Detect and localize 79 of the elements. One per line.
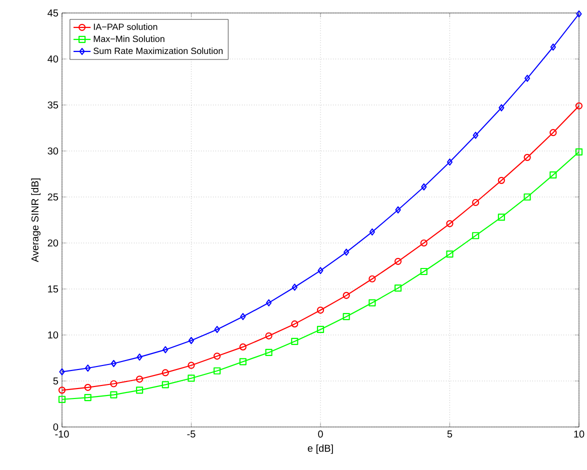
point xyxy=(420,239,428,247)
point xyxy=(316,326,324,334)
point xyxy=(110,380,118,388)
point xyxy=(239,343,246,350)
point xyxy=(524,193,531,201)
point xyxy=(446,220,454,228)
point xyxy=(395,206,401,214)
point xyxy=(550,43,556,51)
y-tick-label: 5 xyxy=(53,377,58,384)
x-tick-label: 10 xyxy=(574,430,584,438)
point xyxy=(420,268,428,276)
point xyxy=(266,299,272,306)
y-tick-label: 10 xyxy=(48,331,58,339)
point xyxy=(188,374,195,382)
point xyxy=(291,320,298,328)
point xyxy=(472,132,478,139)
y-tick-label: 35 xyxy=(48,101,58,109)
y-tick-label: 25 xyxy=(48,193,58,201)
point xyxy=(162,346,168,354)
point xyxy=(162,369,169,376)
point xyxy=(498,214,505,221)
point xyxy=(58,396,66,403)
point xyxy=(446,250,454,258)
point xyxy=(110,360,116,368)
point xyxy=(524,154,531,161)
point xyxy=(316,306,324,314)
point xyxy=(136,386,144,394)
point xyxy=(292,284,298,291)
point xyxy=(342,313,350,320)
legend-label: Max−Min Solution xyxy=(94,35,164,42)
x-axis-title: e [dB] xyxy=(308,444,333,454)
point xyxy=(421,183,427,190)
x-tick-label: -5 xyxy=(187,430,196,438)
point xyxy=(472,198,480,206)
point xyxy=(368,299,376,306)
y-axis-title: Average SINR [dB] xyxy=(31,178,40,262)
point xyxy=(214,367,221,374)
point xyxy=(85,364,91,372)
point xyxy=(110,391,118,398)
point xyxy=(342,292,350,299)
x-tick-label: 0 xyxy=(318,430,323,438)
point xyxy=(446,158,453,166)
point xyxy=(214,326,220,334)
point xyxy=(265,348,272,356)
point xyxy=(188,336,194,344)
point xyxy=(369,228,375,236)
point xyxy=(136,354,142,361)
point xyxy=(214,352,221,360)
y-tick-label: 30 xyxy=(48,147,58,155)
point xyxy=(575,148,583,156)
y-tick-label: 15 xyxy=(48,285,58,292)
legend-label: Sum Rate Maximization Solution xyxy=(94,47,223,54)
point xyxy=(162,381,169,388)
point xyxy=(84,394,92,402)
x-tick-label: -10 xyxy=(55,430,69,438)
point xyxy=(394,258,402,265)
point xyxy=(344,248,350,256)
point xyxy=(84,384,92,391)
point xyxy=(240,313,246,320)
point xyxy=(136,376,144,383)
x-tick-label: 5 xyxy=(447,430,452,438)
point xyxy=(550,171,557,178)
y-tick-label: 40 xyxy=(48,55,58,63)
legend-label: IA−PAP solution xyxy=(94,23,158,30)
point xyxy=(318,267,324,274)
y-tick-label: 45 xyxy=(48,10,58,16)
point xyxy=(498,104,504,112)
point xyxy=(498,176,505,184)
y-tick-label: 20 xyxy=(48,239,58,247)
point xyxy=(239,358,246,366)
point xyxy=(524,74,530,82)
point xyxy=(472,232,480,240)
point xyxy=(291,338,298,345)
point xyxy=(394,284,402,292)
y-tick-label: 0 xyxy=(53,423,58,431)
point xyxy=(368,275,376,282)
point xyxy=(188,362,195,369)
point xyxy=(265,332,272,340)
point xyxy=(550,129,557,136)
